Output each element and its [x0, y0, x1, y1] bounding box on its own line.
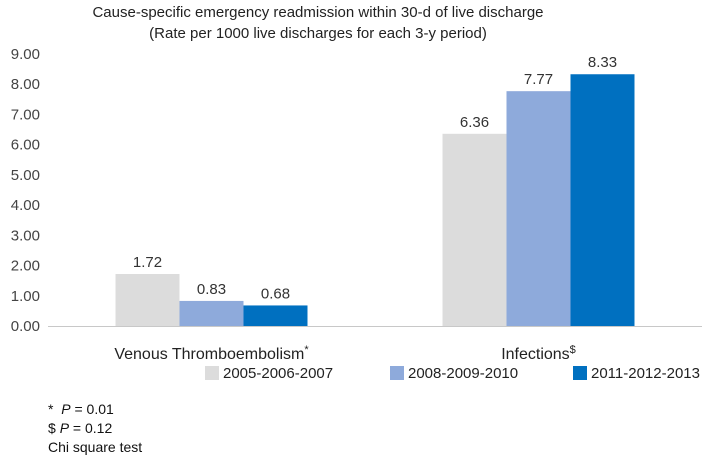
x-category-label: Infections$ [501, 344, 576, 363]
data-label: 1.72 [133, 254, 162, 271]
data-label: 7.77 [524, 71, 553, 88]
y-tick-label: 3.00 [11, 227, 40, 244]
y-tick-label: 2.00 [11, 258, 40, 275]
x-category-label: Venous Thromboembolism* [114, 344, 309, 363]
y-tick-label: 8.00 [11, 76, 40, 93]
bar [506, 91, 571, 326]
bar-chart: Cause-specific emergency readmission wit… [11, 4, 702, 382]
legend-swatch [390, 366, 404, 380]
bar [442, 133, 507, 326]
chart-subtitle: (Rate per 1000 live discharges for each … [149, 25, 487, 42]
legend-label: 2008-2009-2010 [408, 365, 518, 382]
y-tick-label: 4.00 [11, 197, 40, 214]
y-tick-label: 1.00 [11, 288, 40, 305]
data-label: 0.68 [261, 285, 290, 302]
legend: 2005-2006-2007 2008-2009-2010 2011-2012-20… [205, 365, 700, 382]
data-label: 6.36 [460, 114, 489, 131]
y-axis: 0.00 1.00 2.00 3.00 4.00 5.00 6.00 7.00 8.00 9.00 [11, 46, 40, 335]
footnote-infections: $ P = 0.12 [48, 420, 113, 436]
bar [115, 274, 180, 326]
chart-title: Cause-specific emergency readmission wit… [92, 4, 543, 21]
y-tick-label: 6.00 [11, 137, 40, 154]
y-tick-label: 9.00 [11, 46, 40, 63]
bar [243, 305, 308, 326]
data-label: 8.33 [588, 54, 617, 71]
legend-label: 2005-2006-2007 [223, 365, 333, 382]
x-axis: Venous Thromboembolism* Infections$ [48, 326, 702, 363]
y-tick-label: 5.00 [11, 167, 40, 184]
footnote-vte: * P = 0.01 [48, 401, 114, 417]
legend-swatch [205, 366, 219, 380]
data-label: 0.83 [197, 281, 226, 298]
bar [570, 74, 635, 326]
bars-group: 1.72 0.83 0.68 6.36 7.77 8.33 [115, 54, 635, 326]
footnote-test: Chi square test [48, 439, 143, 455]
footnotes: * P = 0.01 $ P = 0.12 Chi square test [48, 400, 142, 457]
legend-label: 2011-2012-2013 [591, 365, 700, 382]
y-tick-label: 0.00 [11, 318, 40, 335]
legend-swatch [573, 366, 587, 380]
y-tick-label: 7.00 [11, 106, 40, 123]
bar [179, 300, 244, 326]
